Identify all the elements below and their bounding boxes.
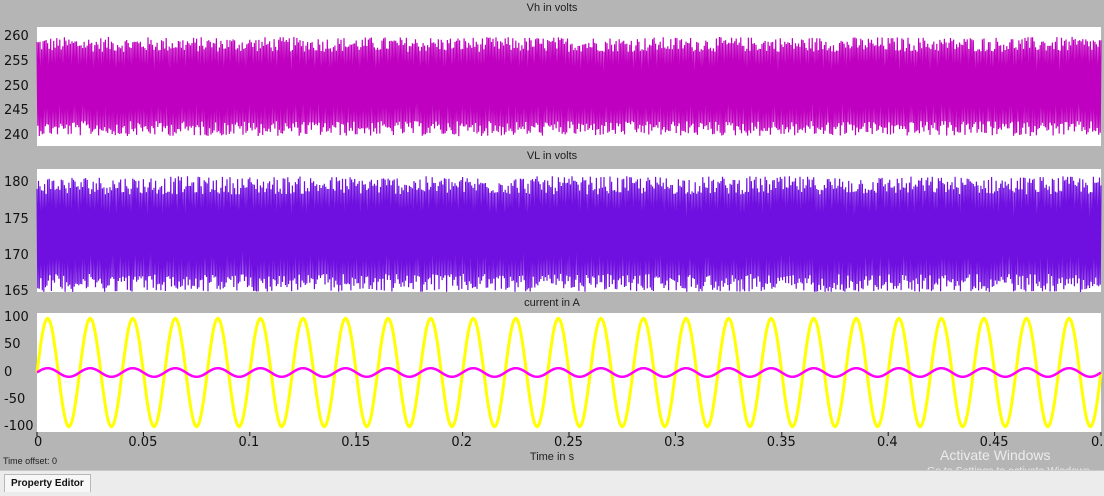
plot1-series-1 [36,36,1102,137]
plot3-ytick: -100 [4,418,34,434]
xtick: 0.5 [1091,435,1104,450]
plot2-ytick: 165 [4,284,29,299]
time-offset-value: 0 [52,456,58,466]
xtick: 0.25 [554,435,583,450]
plot1-ytick: 255 [4,53,29,69]
plot3-ytick: 100 [4,310,29,326]
plot2-ytick: 180 [4,175,29,191]
property-editor-tab[interactable]: Property Editor [4,474,91,492]
time-offset-label: Time offset: [3,456,50,466]
plot3-ytick: 50 [4,337,21,353]
plot2-ytick: 175 [4,211,29,227]
xtick: 0.2 [451,435,473,450]
plot3-title: current in A [524,297,580,309]
property-editor-bar: Property Editor [0,470,1104,496]
xtick: 0.05 [128,435,158,450]
scope-plots [35,27,1103,436]
xtick: 0 [34,435,43,450]
plot1-ytick: 240 [4,128,29,144]
plot1-ytick: 245 [4,103,29,119]
plot2-title: VL in volts [526,150,578,162]
xtick: 0.3 [664,435,685,450]
x-axis-label: Time in s [529,451,575,463]
xtick: 0.15 [341,435,371,450]
plot3-series-2 [36,366,1102,379]
plot2-ytick: 170 [4,247,29,263]
watermark-title: Activate Windows [940,447,1051,463]
plot1-ytick: 260 [4,28,29,44]
xtick: 0.1 [238,435,260,450]
xtick: 0.35 [766,435,796,450]
plot1-ytick: 250 [4,78,29,94]
xtick: 0.4 [876,435,898,450]
plot1-title: Vh in volts [526,2,578,14]
plot3-ytick: 0 [4,364,13,380]
scope-window: Vh in volts VL in volts current in A 260… [0,0,1104,477]
xtick: 0.45 [979,435,1009,450]
time-offset: Time offset: 0 [3,456,57,466]
plot3-ytick: -50 [4,391,26,407]
plot2-series-1 [36,176,1102,293]
